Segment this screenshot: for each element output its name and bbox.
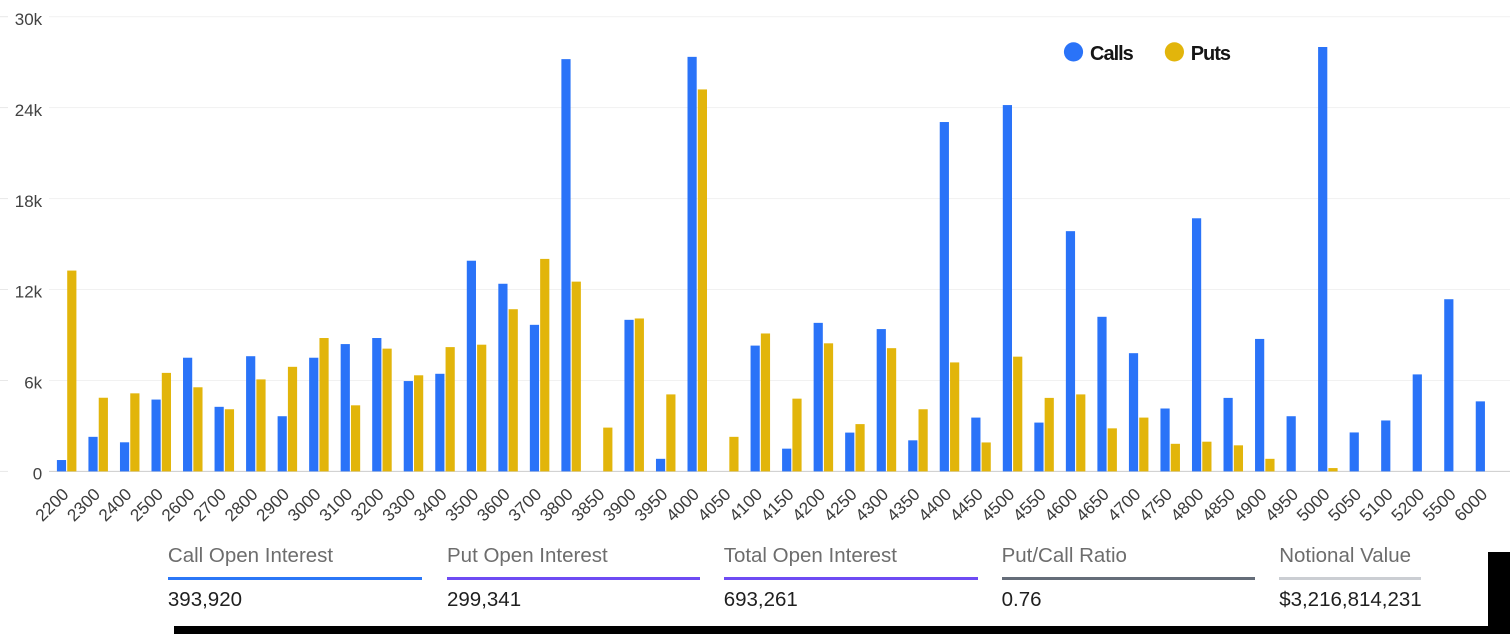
svg-text:4500: 4500	[977, 484, 1018, 525]
svg-text:Puts: Puts	[1191, 43, 1231, 65]
svg-text:4250: 4250	[819, 484, 860, 525]
svg-text:5100: 5100	[1355, 484, 1396, 525]
svg-text:3600: 3600	[473, 484, 514, 525]
svg-text:2200: 2200	[31, 484, 72, 525]
svg-text:4550: 4550	[1009, 484, 1050, 525]
svg-text:4350: 4350	[883, 484, 924, 525]
svg-text:4100: 4100	[725, 484, 766, 525]
svg-text:4850: 4850	[1198, 484, 1239, 525]
svg-text:2700: 2700	[189, 484, 230, 525]
svg-text:3000: 3000	[283, 484, 324, 525]
svg-text:24k: 24k	[15, 101, 43, 120]
svg-text:4050: 4050	[693, 484, 734, 525]
svg-text:3950: 3950	[630, 484, 671, 525]
svg-text:18k: 18k	[15, 192, 43, 211]
svg-text:2300: 2300	[63, 484, 104, 525]
svg-text:4800: 4800	[1166, 484, 1207, 525]
svg-text:5200: 5200	[1387, 484, 1428, 525]
svg-text:4450: 4450	[946, 484, 987, 525]
svg-text:4700: 4700	[1103, 484, 1144, 525]
svg-text:5050: 5050	[1324, 484, 1365, 525]
svg-text:4750: 4750	[1135, 484, 1176, 525]
svg-text:4200: 4200	[788, 484, 829, 525]
svg-text:6000: 6000	[1450, 484, 1491, 525]
svg-text:3700: 3700	[504, 484, 545, 525]
svg-text:6k: 6k	[24, 374, 42, 393]
svg-text:12k: 12k	[15, 283, 43, 302]
svg-text:4650: 4650	[1072, 484, 1113, 525]
svg-text:3100: 3100	[315, 484, 356, 525]
svg-text:3200: 3200	[347, 484, 388, 525]
svg-text:4000: 4000	[662, 484, 703, 525]
svg-text:3400: 3400	[410, 484, 451, 525]
svg-text:2900: 2900	[252, 484, 293, 525]
svg-text:2500: 2500	[126, 484, 167, 525]
svg-text:4950: 4950	[1261, 484, 1302, 525]
svg-text:4400: 4400	[914, 484, 955, 525]
svg-text:2400: 2400	[94, 484, 135, 525]
svg-text:2600: 2600	[157, 484, 198, 525]
svg-text:5500: 5500	[1419, 484, 1460, 525]
svg-text:5000: 5000	[1292, 484, 1333, 525]
svg-text:4300: 4300	[851, 484, 892, 525]
svg-text:30k: 30k	[15, 10, 43, 29]
svg-text:3900: 3900	[599, 484, 640, 525]
svg-text:4900: 4900	[1229, 484, 1270, 525]
svg-text:0: 0	[33, 465, 42, 484]
svg-text:4600: 4600	[1040, 484, 1081, 525]
svg-text:3500: 3500	[441, 484, 482, 525]
svg-text:3800: 3800	[536, 484, 577, 525]
svg-text:Calls: Calls	[1090, 43, 1134, 65]
svg-text:3300: 3300	[378, 484, 419, 525]
svg-text:2800: 2800	[220, 484, 261, 525]
svg-text:4150: 4150	[756, 484, 797, 525]
svg-text:3850: 3850	[567, 484, 608, 525]
